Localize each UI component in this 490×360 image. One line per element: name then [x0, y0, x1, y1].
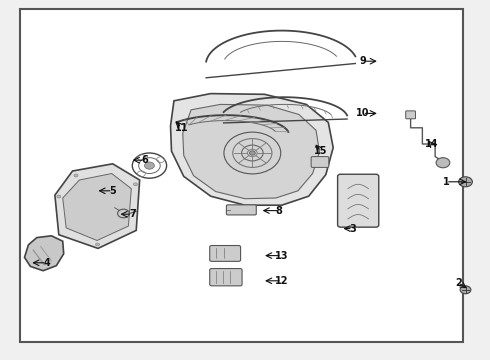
FancyBboxPatch shape: [311, 157, 329, 167]
Circle shape: [57, 195, 61, 198]
Text: 14: 14: [424, 139, 438, 149]
FancyBboxPatch shape: [226, 205, 256, 215]
Text: 6: 6: [141, 155, 148, 165]
Text: 13: 13: [275, 251, 289, 261]
Circle shape: [145, 162, 154, 169]
Circle shape: [96, 243, 99, 246]
Circle shape: [436, 158, 450, 168]
FancyBboxPatch shape: [406, 111, 416, 119]
Text: 12: 12: [275, 276, 289, 286]
Text: 7: 7: [129, 209, 136, 219]
Polygon shape: [171, 94, 333, 205]
Circle shape: [249, 151, 255, 155]
FancyBboxPatch shape: [338, 174, 379, 227]
Text: 4: 4: [43, 258, 50, 268]
Text: 1: 1: [442, 177, 449, 187]
Polygon shape: [24, 236, 64, 271]
Circle shape: [74, 174, 78, 177]
Text: 5: 5: [109, 186, 116, 196]
Circle shape: [460, 286, 471, 294]
FancyBboxPatch shape: [20, 9, 463, 342]
Text: 9: 9: [359, 56, 366, 66]
Polygon shape: [183, 104, 319, 199]
FancyBboxPatch shape: [210, 269, 242, 286]
Text: 10: 10: [356, 108, 369, 118]
Text: 8: 8: [276, 206, 283, 216]
Circle shape: [459, 177, 472, 187]
Text: 11: 11: [174, 123, 188, 133]
Text: 2: 2: [455, 278, 462, 288]
Polygon shape: [63, 174, 131, 240]
Polygon shape: [55, 164, 140, 248]
Text: 3: 3: [349, 224, 356, 234]
FancyBboxPatch shape: [210, 246, 241, 261]
Circle shape: [133, 183, 137, 186]
Text: 15: 15: [314, 146, 328, 156]
